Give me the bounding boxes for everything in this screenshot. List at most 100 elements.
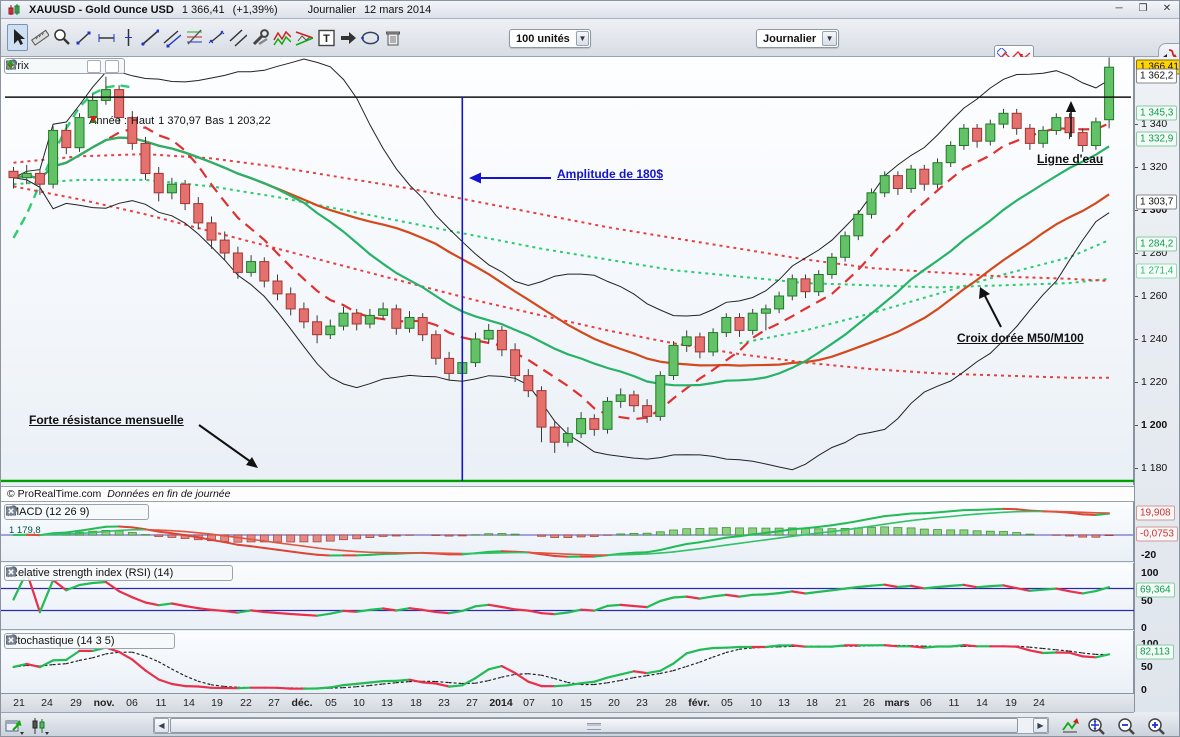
zoom-out-icon [1118,718,1135,735]
candle [510,343,521,382]
scroll-right-arrow[interactable]: ▶ [1033,718,1048,733]
timeframe-dropdown-caret-icon[interactable]: ▼ [822,31,837,46]
close-panel-icon[interactable] [6,60,83,73]
zoom-icon [54,29,70,45]
macd-close-icon[interactable] [6,506,143,519]
select-cursor-icon [14,29,25,45]
axis-tick [1134,382,1138,383]
fibonacci-tool[interactable] [183,24,204,51]
scrollbar-thumb[interactable] [170,718,1018,733]
candle [364,308,375,329]
zoom-tool[interactable] [51,24,72,51]
pattern-triangle-tool[interactable] [293,24,314,51]
candle [48,126,59,189]
candle [932,158,943,189]
multi-line-tool[interactable] [161,24,182,51]
candle [826,253,837,279]
units-dropdown[interactable]: 100 unités ▼ [509,29,591,48]
zoom-in-icon [1148,718,1165,735]
detach-window-icon[interactable] [6,60,65,73]
time-axis-label: nov. [93,697,115,709]
high-label: Haut [130,115,155,127]
zoom-fit-button[interactable] [1086,716,1108,736]
trash-tool[interactable] [381,24,402,51]
drawing-tools-tool[interactable] [249,24,270,51]
time-axis-label: 13 [381,697,393,709]
time-axis-label: 10 [750,697,762,709]
candle [615,388,626,408]
macd-settings-wrench-icon[interactable] [6,505,107,519]
ellipse-tool[interactable] [359,24,380,51]
candle [589,414,600,436]
zoom-in-button[interactable] [1146,716,1168,736]
trendline-icon [141,29,159,46]
close-button[interactable]: ✕ [1162,3,1172,14]
stoch-settings-wrench-icon[interactable] [6,634,133,648]
candle [549,420,560,453]
vertical-line-tool[interactable] [117,24,138,51]
text-tool[interactable]: T [315,24,336,51]
pattern-zigzag-tool[interactable] [271,24,292,51]
units-dropdown-caret-icon[interactable]: ▼ [575,31,589,46]
stochastic-title: Stochastique (14 3 5) [10,635,115,647]
pattern-zigzag-icon [273,30,291,46]
restore-button[interactable]: ❐ [1138,3,1148,14]
macd-detach-window-icon[interactable] [6,506,125,519]
move-indicator-up-icon[interactable] [7,59,119,73]
stoch-close-icon[interactable] [6,635,169,648]
stoch-detach-window-icon[interactable] [6,635,151,648]
macd-axis-label: -20 [1141,549,1157,561]
axis-tick-label: 1 180 [1141,462,1168,474]
rsi-detach-window-icon[interactable] [6,567,209,580]
high-value: 1 370,97 [158,115,201,127]
axis-tick [1134,167,1138,168]
move-indicator-down-icon[interactable] [7,59,101,73]
scroll-left-arrow[interactable]: ◀ [154,718,169,733]
price-chart-panel[interactable]: Prix Année : Haut 1 370,97 Bas 1 203,22 … [1,57,1134,536]
window-title-bar: XAUUSD - Gold Ounce USD 1 366,41 (+1,39%… [1,1,1179,19]
time-axis-label: 10 [551,697,563,709]
candle [61,124,72,155]
annotation-amplitude[interactable]: Amplitude de 180$ [557,167,664,181]
select-cursor-tool[interactable] [7,24,28,51]
fibonacci-icon [187,29,202,45]
export-chart-button[interactable] [4,716,26,736]
macd-plot [1,507,1134,558]
zoom-out-button[interactable] [1116,716,1138,736]
time-axis-label: 24 [1033,697,1045,709]
segment-tool[interactable] [73,24,94,51]
horizontal-scrollbar[interactable]: ◀ ▶ [153,717,1049,734]
rsi-axis-label: 100 [1141,567,1159,579]
annotation-resistance[interactable]: Forte résistance mensuelle [29,413,184,427]
minimize-button[interactable]: ─ [1115,3,1123,14]
rsi-settings-wrench-icon[interactable] [6,566,191,580]
arrow-tool[interactable] [337,24,358,51]
candle [655,371,666,421]
time-axis[interactable]: 21 24 29 nov. 06 11 14 19 22 27 déc. 05 10 13 18 23 27 20… [1,693,1134,713]
macd-panel[interactable]: MACD (12 26 9) [1,502,1134,562]
parallel-lines-tool[interactable] [227,24,248,51]
trendline-tool[interactable] [139,24,160,51]
horizontal-segment-tool[interactable] [95,24,116,51]
candle [1077,128,1088,152]
ruler-tool[interactable] [29,24,50,51]
rsi-close-icon[interactable] [6,567,227,580]
price-axis[interactable]: 1 340 1 320 1 300 1 280 1 260 1 240 1 220 1 200… [1134,57,1179,712]
candle [1104,57,1115,129]
candle [800,274,811,299]
annotation-croix-doree[interactable]: Croix dorée M50/M100 [957,331,1084,345]
auto-fit-chart-button[interactable] [1060,716,1082,736]
stochastic-panel[interactable]: Stochastique (14 3 5) [1,631,1134,693]
timeframe-dropdown[interactable]: Journalier ▼ [756,29,839,48]
short-line-tool[interactable] [205,24,226,51]
scrollbar-grip [587,723,601,730]
drawing-toolbar: T 100 unités ▼ Journalier ▼ [1,19,1179,73]
annotation-ligne-eau[interactable]: Ligne d'eau [1037,152,1104,166]
candle [879,171,890,198]
settings-wrench-icon[interactable] [6,59,47,73]
parallel-lines-icon [229,29,247,47]
rsi-panel[interactable]: Relative strength index (RSI) (14) [1,563,1134,630]
time-axis-label: 05 [325,697,337,709]
chart-style-button[interactable] [29,716,51,736]
data-note: Données en fin de journée [107,488,231,500]
